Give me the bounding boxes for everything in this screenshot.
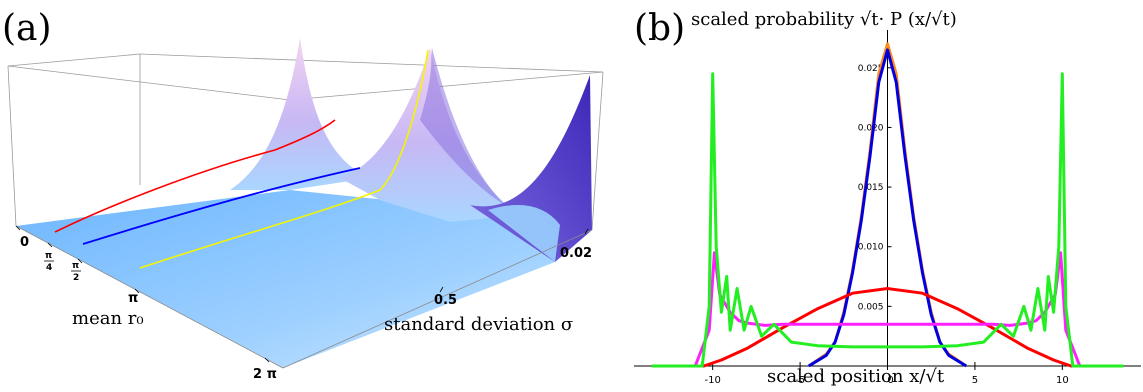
- plot-b-area: -10 -5 0 5 10 0.005 0.010 0.015 0.020 0.025: [634, 30, 1141, 386]
- panel-a-label: (a): [2, 8, 52, 49]
- mean-tick-2pi: 2 π: [253, 367, 277, 382]
- sigma-tick-0.5: 0.5: [434, 293, 457, 308]
- mean-axis-ticks: [15, 225, 270, 363]
- surface-peak-1: [230, 38, 370, 190]
- sigma-tick-0.02: 0.02: [560, 246, 592, 261]
- surface-peak-2-shade: [420, 48, 505, 205]
- surface-edge-trough: [488, 205, 560, 262]
- panel-b-label: (b): [634, 8, 685, 49]
- surface-plot-panel: (a): [2, 8, 604, 382]
- mean-tick-pi-4: π 4: [44, 251, 54, 273]
- y-tick-label-3: 0.020: [858, 123, 884, 133]
- svg-text:π: π: [72, 261, 79, 271]
- line-plot-panel: (b) scaled probability √t· P (x/√t) -10-…: [634, 8, 1141, 387]
- svg-text:4: 4: [46, 263, 52, 273]
- series-line-4: [651, 72, 1124, 368]
- y-tick-label-4: 0.025: [858, 64, 884, 74]
- curve-mean-pi-4: [54, 119, 336, 233]
- mean-axis-label: mean r₀: [72, 308, 144, 329]
- svg-text:π: π: [45, 251, 52, 261]
- curve-mean-pi-2: [82, 167, 361, 245]
- sigma-axis-ticks: [439, 228, 589, 293]
- mean-tick-0: 0: [20, 235, 29, 250]
- x-tick-label-0: -10: [705, 375, 721, 386]
- surface-base: [16, 190, 592, 368]
- x-tick-label-2: 0: [887, 375, 893, 386]
- mean-tick-pi: π: [128, 291, 138, 306]
- plot-b-title: scaled probability √t· P (x/√t): [691, 9, 957, 30]
- y-tick-label-1: 0.010: [858, 243, 884, 253]
- y-tick-label-0: 0.005: [858, 302, 884, 312]
- y-tick-label-2: 0.015: [858, 183, 884, 193]
- x-tick-label-1: -5: [795, 375, 805, 386]
- surface-bounding-box: [7, 53, 604, 231]
- surface-front-edges: [15, 225, 593, 369]
- svg-text:2: 2: [73, 273, 79, 283]
- x-tick-label-4: 10: [1056, 375, 1069, 386]
- x-tick-label-3: 5: [972, 375, 978, 386]
- plot-b-xlabel: scaled position x/√t: [767, 366, 945, 387]
- sigma-axis-label: standard deviation σ: [384, 314, 573, 335]
- curve-mean-pi: [139, 49, 429, 269]
- mean-tick-pi-2: π 2: [71, 261, 81, 283]
- series-line-2: [651, 287, 1124, 368]
